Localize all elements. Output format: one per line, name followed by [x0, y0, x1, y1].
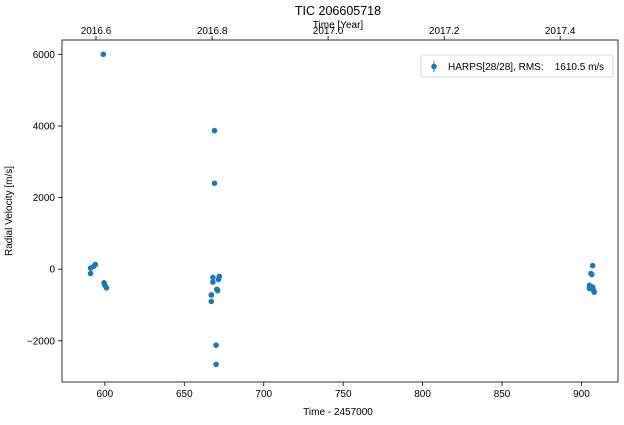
plot-frame — [61, 39, 619, 383]
x-tick-label: 800 — [414, 389, 431, 400]
data-point — [213, 361, 219, 368]
data-point — [589, 262, 596, 269]
x-tick-label: 600 — [97, 389, 114, 400]
chart-title: TIC 206605718 — [295, 4, 381, 18]
legend-entry-harps: HARPS[28/28], RMS: 1610.5 m/s — [448, 62, 604, 73]
data-point — [103, 285, 110, 291]
data-point — [87, 270, 94, 277]
data-point — [92, 261, 99, 268]
data-point — [213, 342, 219, 348]
y-tick-label: 0 — [49, 265, 55, 276]
data-point — [216, 273, 223, 280]
data-point — [208, 292, 215, 298]
x-axis-label: Time - 2457000 — [303, 407, 373, 418]
x-tick-label: 750 — [335, 389, 352, 400]
data-point — [214, 287, 221, 294]
y-tick-label: −2000 — [27, 336, 56, 347]
data-point — [210, 274, 216, 281]
data-point — [211, 180, 218, 187]
legend: HARPS[28/28], RMS: 1610.5 m/s — [420, 54, 614, 78]
data-point — [208, 298, 215, 305]
data-point — [591, 289, 597, 295]
y-axis-label: Radial Velocity [m/s] — [4, 166, 15, 256]
top-x-axis-label: Time [Year] — [313, 20, 364, 31]
x-tick-label: 700 — [255, 389, 272, 400]
x-tick-label: 900 — [573, 389, 590, 400]
top-x-tick-label: 2016.6 — [81, 26, 112, 37]
data-point — [210, 279, 216, 285]
top-x-tick-label: 2016.8 — [197, 26, 228, 37]
top-x-tick-label: 2017.0 — [313, 26, 344, 37]
legend-box — [420, 54, 614, 78]
legend-marker — [431, 63, 437, 70]
top-x-tick-label: 2017.4 — [545, 26, 576, 37]
top-x-tick-label: 2017.2 — [429, 26, 460, 37]
data-point — [588, 271, 595, 278]
x-tick-label: 850 — [494, 389, 511, 400]
data-point — [211, 127, 218, 134]
y-tick-label: 2000 — [33, 193, 56, 204]
data-point — [100, 51, 107, 58]
x-tick-label: 650 — [176, 389, 193, 400]
y-tick-label: 4000 — [33, 121, 56, 132]
y-tick-label: 6000 — [33, 50, 56, 61]
